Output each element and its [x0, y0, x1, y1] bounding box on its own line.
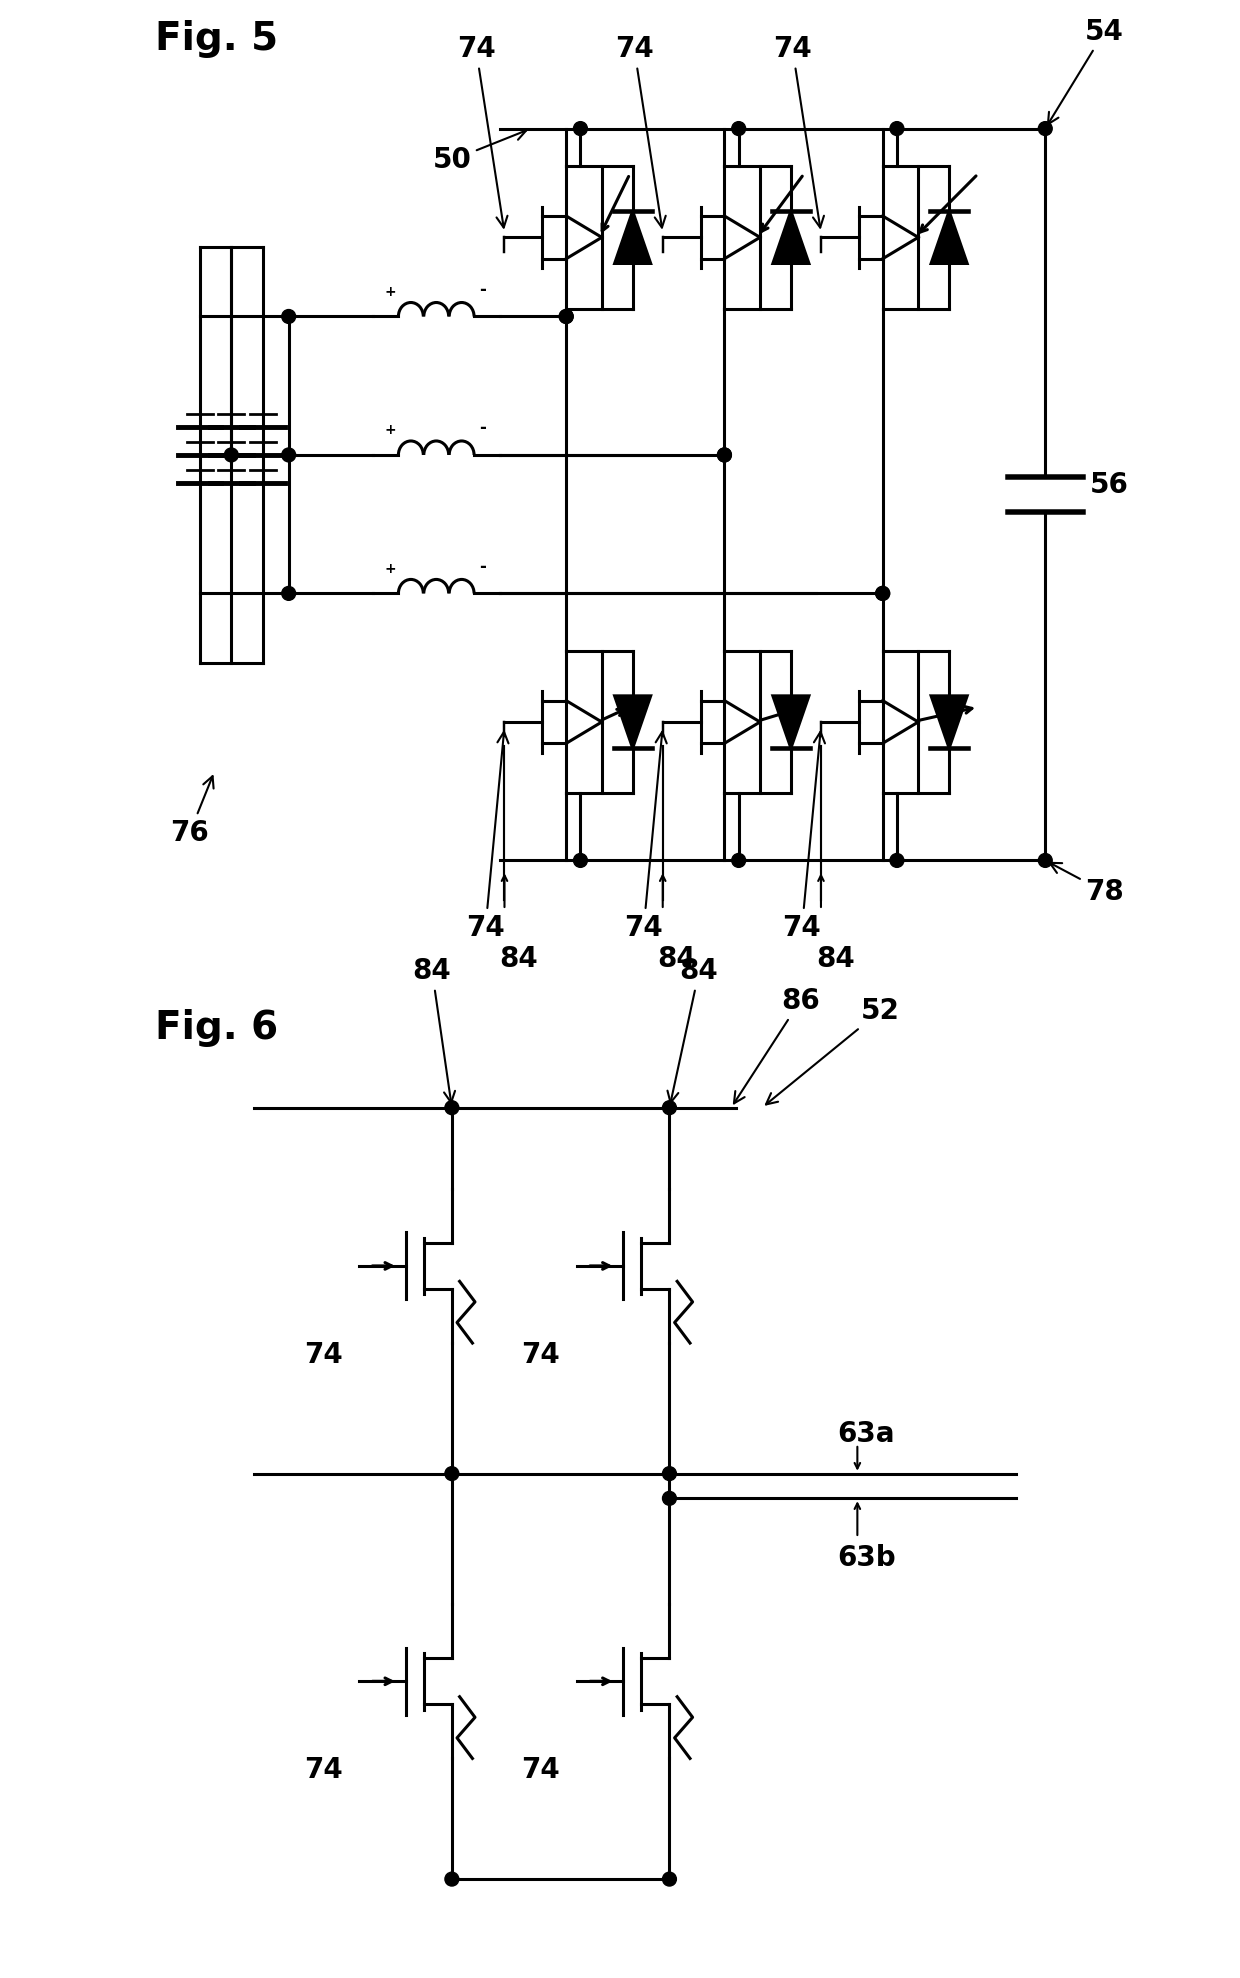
Text: 84: 84	[667, 957, 718, 1102]
Circle shape	[281, 585, 295, 601]
Text: -: -	[479, 558, 486, 576]
Circle shape	[662, 1468, 676, 1480]
Text: +: +	[384, 285, 396, 299]
Text: +: +	[384, 423, 396, 437]
Text: 63b: 63b	[837, 1543, 897, 1573]
Text: 74: 74	[782, 732, 825, 942]
Circle shape	[890, 854, 904, 866]
Circle shape	[574, 123, 588, 135]
Circle shape	[445, 1871, 459, 1887]
Text: 84: 84	[657, 945, 697, 973]
Text: 86: 86	[734, 987, 820, 1104]
Circle shape	[281, 309, 295, 322]
Circle shape	[559, 309, 573, 322]
Text: 74: 74	[773, 36, 823, 227]
Text: 50: 50	[433, 129, 526, 174]
Text: 74: 74	[304, 1756, 342, 1784]
Text: 63a: 63a	[837, 1420, 895, 1448]
Circle shape	[224, 449, 238, 463]
Circle shape	[718, 449, 732, 463]
Polygon shape	[773, 696, 808, 748]
Circle shape	[1038, 854, 1053, 866]
Text: Fig. 6: Fig. 6	[155, 1009, 278, 1046]
Text: 56: 56	[1090, 471, 1128, 498]
Circle shape	[662, 1871, 676, 1887]
Polygon shape	[615, 212, 651, 263]
Text: 52: 52	[766, 997, 900, 1104]
Text: 84: 84	[500, 945, 538, 973]
Polygon shape	[931, 696, 967, 748]
Text: +: +	[384, 562, 396, 576]
Circle shape	[890, 123, 904, 135]
Circle shape	[875, 585, 889, 601]
Text: 76: 76	[170, 775, 213, 847]
Text: 74: 74	[304, 1341, 342, 1369]
Circle shape	[281, 449, 295, 463]
Circle shape	[559, 309, 573, 322]
Circle shape	[445, 1100, 459, 1114]
Text: -: -	[479, 281, 486, 299]
Text: 54: 54	[1048, 18, 1123, 125]
Circle shape	[1038, 123, 1053, 135]
Text: 74: 74	[625, 732, 667, 942]
Text: 84: 84	[413, 957, 455, 1102]
Circle shape	[732, 123, 745, 135]
Text: 78: 78	[1050, 862, 1123, 906]
Text: 74: 74	[522, 1756, 560, 1784]
Circle shape	[574, 854, 588, 866]
Circle shape	[732, 854, 745, 866]
Text: 74: 74	[615, 36, 666, 227]
Text: 74: 74	[522, 1341, 560, 1369]
Circle shape	[445, 1468, 459, 1480]
Circle shape	[662, 1100, 676, 1114]
Polygon shape	[615, 696, 651, 748]
Polygon shape	[773, 212, 808, 263]
Text: 84: 84	[816, 945, 854, 973]
Circle shape	[718, 449, 732, 463]
Text: 74: 74	[456, 36, 507, 227]
Text: -: -	[479, 419, 486, 437]
Circle shape	[662, 1491, 676, 1505]
Text: Fig. 5: Fig. 5	[155, 20, 278, 57]
Polygon shape	[931, 212, 967, 263]
Circle shape	[875, 585, 889, 601]
Text: 74: 74	[466, 732, 508, 942]
